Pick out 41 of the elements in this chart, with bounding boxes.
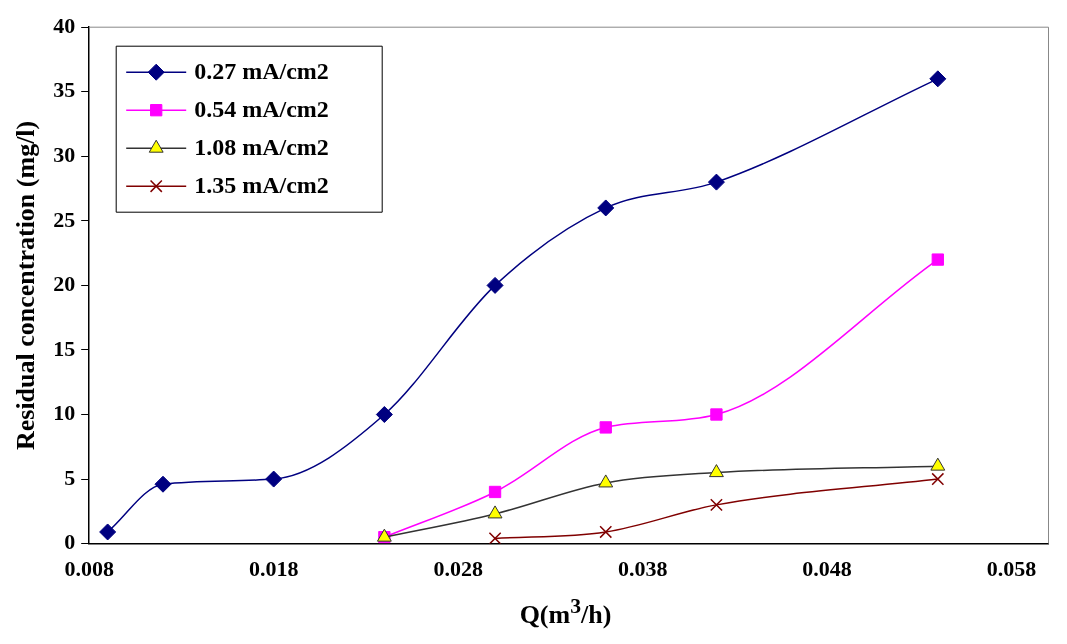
point [598, 474, 614, 488]
point [154, 475, 172, 493]
y-tick-label: 10 [53, 400, 76, 426]
point [488, 532, 502, 544]
y-tick-label: 30 [53, 141, 76, 167]
point [486, 276, 504, 294]
point [710, 498, 723, 512]
y-tick-label: 35 [53, 77, 76, 103]
x-axis-title: Q(m$^{3}$/h) [519, 594, 612, 629]
y-tick-label: 0 [64, 529, 76, 555]
point [931, 253, 944, 266]
point [599, 421, 612, 434]
legend-label: 1.35 mA/cm2 [194, 172, 329, 199]
y-tick-label: 5 [64, 464, 76, 490]
y-axis-title: Residual concentration (mg/l) [11, 120, 41, 451]
y-tick-label: 40 [53, 12, 76, 38]
point [709, 464, 724, 478]
point [707, 173, 725, 191]
y-tick-label: 15 [53, 335, 76, 361]
point [597, 199, 615, 217]
x-tick-label: 0.048 [802, 556, 852, 582]
point [488, 485, 502, 499]
y-tick-label: 25 [53, 206, 76, 232]
point [930, 457, 946, 471]
point [487, 505, 503, 519]
x-tick-label: 0.008 [64, 556, 114, 582]
legend-label: 0.27 mA/cm2 [194, 58, 329, 85]
point [599, 525, 613, 539]
point [710, 408, 723, 421]
point [265, 470, 283, 488]
x-tick-label: 0.018 [248, 556, 299, 582]
point [931, 472, 945, 486]
legend-label: 0.54 mA/cm2 [194, 96, 329, 123]
legend-label: 1.08 mA/cm2 [194, 134, 329, 161]
x-tick-label: 0.028 [433, 556, 483, 582]
x-tick-label: 0.038 [617, 556, 668, 582]
point [929, 70, 947, 88]
point [99, 523, 117, 541]
point [375, 406, 393, 423]
x-tick-label: 0.058 [986, 556, 1037, 582]
y-tick-label: 20 [53, 271, 76, 297]
